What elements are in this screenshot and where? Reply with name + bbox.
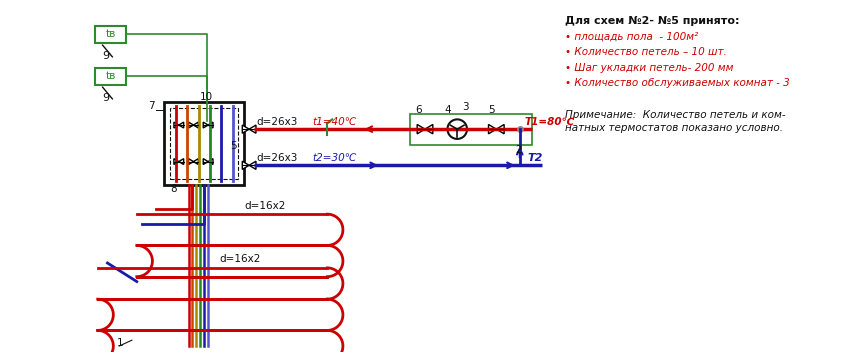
Text: 4: 4: [445, 105, 451, 115]
Text: d=16x2: d=16x2: [244, 201, 285, 211]
Text: • Количество петель – 10 шт.: • Количество петель – 10 шт.: [565, 47, 727, 57]
Text: • Шаг укладки петель- 200 мм: • Шаг укладки петель- 200 мм: [565, 63, 733, 73]
Text: tв: tв: [105, 72, 115, 82]
Bar: [95, 26, 126, 43]
Text: t1=40℃: t1=40℃: [312, 117, 357, 127]
Polygon shape: [203, 122, 208, 128]
Text: Примечание:  Количество петель и ком-: Примечание: Количество петель и ком-: [565, 110, 786, 120]
Text: 7: 7: [148, 101, 155, 111]
Polygon shape: [242, 161, 249, 169]
Polygon shape: [179, 122, 184, 128]
Text: 9: 9: [103, 51, 109, 61]
Polygon shape: [174, 122, 179, 128]
Polygon shape: [203, 159, 208, 164]
Polygon shape: [174, 159, 179, 164]
Text: 2: 2: [514, 145, 521, 155]
Text: 1: 1: [117, 338, 124, 348]
Text: натных термостатов показано условно.: натных термостатов показано условно.: [565, 123, 783, 133]
Bar: [410, 114, 532, 145]
Text: tв: tв: [105, 30, 115, 40]
Polygon shape: [194, 122, 199, 128]
Text: T1=80℃: T1=80℃: [525, 117, 575, 127]
Text: 10: 10: [200, 92, 213, 102]
Text: 9: 9: [103, 93, 109, 103]
Text: d=16x2: d=16x2: [220, 254, 261, 264]
Polygon shape: [417, 125, 425, 134]
Polygon shape: [425, 125, 433, 134]
Polygon shape: [242, 125, 249, 133]
Text: d=26x3: d=26x3: [256, 153, 297, 163]
Polygon shape: [249, 161, 256, 169]
Text: 8: 8: [170, 184, 177, 194]
Bar: [95, 68, 126, 85]
Bar: [164, 102, 244, 185]
Polygon shape: [249, 125, 256, 133]
Text: 5: 5: [488, 105, 495, 115]
Text: d=26x3: d=26x3: [256, 117, 297, 127]
Text: • площадь пола  - 100м²: • площадь пола - 100м²: [565, 31, 698, 41]
Polygon shape: [208, 122, 213, 128]
Polygon shape: [189, 159, 194, 164]
Text: 5: 5: [231, 141, 237, 151]
Polygon shape: [194, 159, 199, 164]
Text: 6: 6: [415, 105, 422, 115]
Polygon shape: [179, 159, 184, 164]
Text: T2: T2: [528, 153, 543, 163]
Text: t2=30℃: t2=30℃: [312, 153, 357, 163]
Polygon shape: [208, 159, 213, 164]
Text: • Количество обслуживаемых комнат - 3: • Количество обслуживаемых комнат - 3: [565, 78, 790, 88]
Text: Для схем №2- №5 принято:: Для схем №2- №5 принято:: [565, 16, 739, 26]
Polygon shape: [488, 125, 496, 134]
Polygon shape: [189, 122, 194, 128]
Bar: [170, 108, 238, 179]
Polygon shape: [496, 125, 504, 134]
Text: 3: 3: [461, 101, 468, 112]
